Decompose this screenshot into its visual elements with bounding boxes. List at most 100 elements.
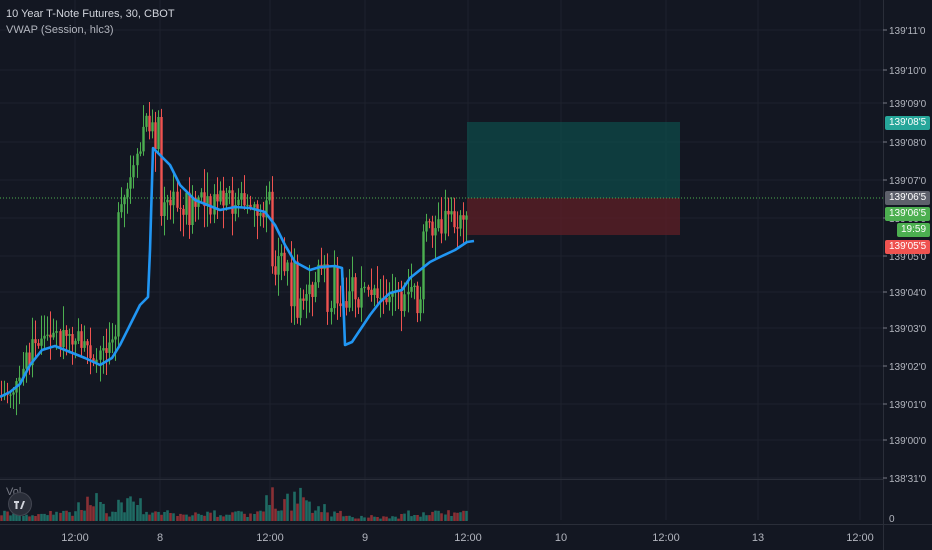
tradingview-logo-icon[interactable] bbox=[8, 492, 32, 516]
chart-grid bbox=[0, 0, 883, 520]
candle-body bbox=[185, 192, 188, 215]
candle-body bbox=[326, 264, 329, 312]
volume-bar bbox=[145, 511, 148, 521]
candle-body bbox=[25, 352, 28, 369]
candle-body bbox=[419, 299, 422, 314]
candle-body bbox=[18, 377, 21, 382]
volume-bar bbox=[179, 513, 182, 521]
time-axis-label: 10 bbox=[555, 532, 567, 544]
time-axis-label: 12:00 bbox=[454, 532, 482, 544]
volume-bar bbox=[160, 514, 163, 521]
volume-bar bbox=[354, 518, 357, 521]
price-axis-label: 138'31'0 bbox=[889, 474, 927, 485]
volume-bar bbox=[419, 516, 422, 521]
price-axis-label: 139'07'0 bbox=[889, 176, 927, 187]
candle-body bbox=[354, 277, 357, 300]
candle-body bbox=[89, 345, 92, 359]
volume-bar bbox=[385, 516, 388, 521]
volume-bar bbox=[216, 516, 219, 521]
volume-bar bbox=[172, 513, 175, 521]
logo-mark-icon bbox=[14, 501, 25, 509]
volume-bar bbox=[71, 515, 74, 521]
volume-bar bbox=[259, 510, 262, 521]
volume-bar bbox=[305, 500, 308, 521]
volume-bar bbox=[265, 495, 268, 521]
candle-body bbox=[357, 299, 360, 308]
volume-bar bbox=[283, 499, 286, 521]
candle-body bbox=[114, 336, 117, 340]
volume-bar bbox=[394, 516, 397, 521]
candle-body bbox=[166, 199, 169, 203]
price-axis-label: 139'04'0 bbox=[889, 288, 927, 299]
candle-body bbox=[299, 298, 302, 318]
volume-bar bbox=[89, 505, 92, 521]
volume-bar bbox=[188, 516, 191, 521]
volume-bar bbox=[382, 516, 385, 521]
candle-body bbox=[65, 330, 68, 336]
volume-bar bbox=[157, 511, 160, 521]
candle-body bbox=[311, 284, 314, 297]
volume-bar bbox=[326, 512, 329, 521]
candle-body bbox=[391, 291, 394, 297]
stop-price-badge: 139'05'5 bbox=[885, 240, 931, 254]
volume-bar bbox=[246, 517, 249, 521]
volume-bar bbox=[410, 516, 413, 521]
volume-bar bbox=[314, 510, 317, 521]
volume-bar bbox=[302, 497, 305, 521]
volume-bar bbox=[148, 514, 151, 521]
price-axis-label: 139'08'0 bbox=[889, 138, 927, 149]
volume-bar bbox=[388, 518, 391, 521]
candle-body bbox=[203, 192, 206, 207]
vwap-indicator-label[interactable]: VWAP (Session, hlc3) bbox=[6, 24, 114, 36]
volume-bar bbox=[43, 513, 46, 521]
volume-bar bbox=[351, 517, 354, 521]
candle-body bbox=[243, 193, 246, 206]
vwap-path bbox=[0, 146, 475, 399]
volume-bar bbox=[345, 515, 348, 521]
candle-body bbox=[290, 262, 293, 307]
volume-bar bbox=[59, 512, 62, 521]
candle-body bbox=[31, 339, 34, 366]
volume-bar bbox=[299, 487, 302, 521]
candle-body bbox=[462, 215, 465, 220]
candle-body bbox=[120, 204, 123, 213]
candle-body bbox=[62, 330, 65, 347]
volume-bar bbox=[256, 511, 259, 521]
volume-bar bbox=[370, 515, 373, 521]
candle-body bbox=[434, 228, 437, 236]
candle-body bbox=[142, 126, 145, 152]
volume-bar bbox=[447, 510, 450, 521]
volume-bar bbox=[222, 516, 225, 521]
candle-body bbox=[296, 261, 299, 318]
volume-bar bbox=[465, 510, 468, 521]
volume-bar bbox=[348, 515, 351, 521]
volume-bar bbox=[376, 517, 379, 521]
candle-body bbox=[129, 177, 132, 189]
volume-bar bbox=[373, 516, 376, 521]
volume-bar bbox=[40, 513, 43, 521]
candle-body bbox=[12, 392, 15, 395]
volume-bar bbox=[6, 511, 9, 521]
volume-bar bbox=[169, 513, 172, 521]
volume-bar bbox=[22, 515, 25, 521]
candle-body bbox=[351, 277, 354, 292]
candle-body bbox=[431, 221, 434, 236]
volume-bar bbox=[296, 503, 299, 521]
volume-bar bbox=[213, 510, 216, 521]
candle-body bbox=[148, 115, 151, 132]
volume-bar bbox=[339, 510, 342, 521]
long-position-tool bbox=[0, 122, 883, 235]
volume-bar bbox=[434, 510, 437, 521]
volume-bar bbox=[357, 518, 360, 521]
candle-body bbox=[74, 340, 77, 345]
volume-bar bbox=[80, 510, 83, 521]
price-axis-label: 139'10'0 bbox=[889, 66, 927, 77]
candle-body bbox=[9, 394, 12, 396]
volume-bar bbox=[74, 511, 77, 521]
candle-body bbox=[169, 199, 172, 206]
candle-body bbox=[206, 196, 209, 206]
target-price-badge: 139'08'5 bbox=[885, 116, 931, 130]
volume-bar bbox=[123, 512, 126, 521]
candle-body bbox=[317, 264, 320, 283]
